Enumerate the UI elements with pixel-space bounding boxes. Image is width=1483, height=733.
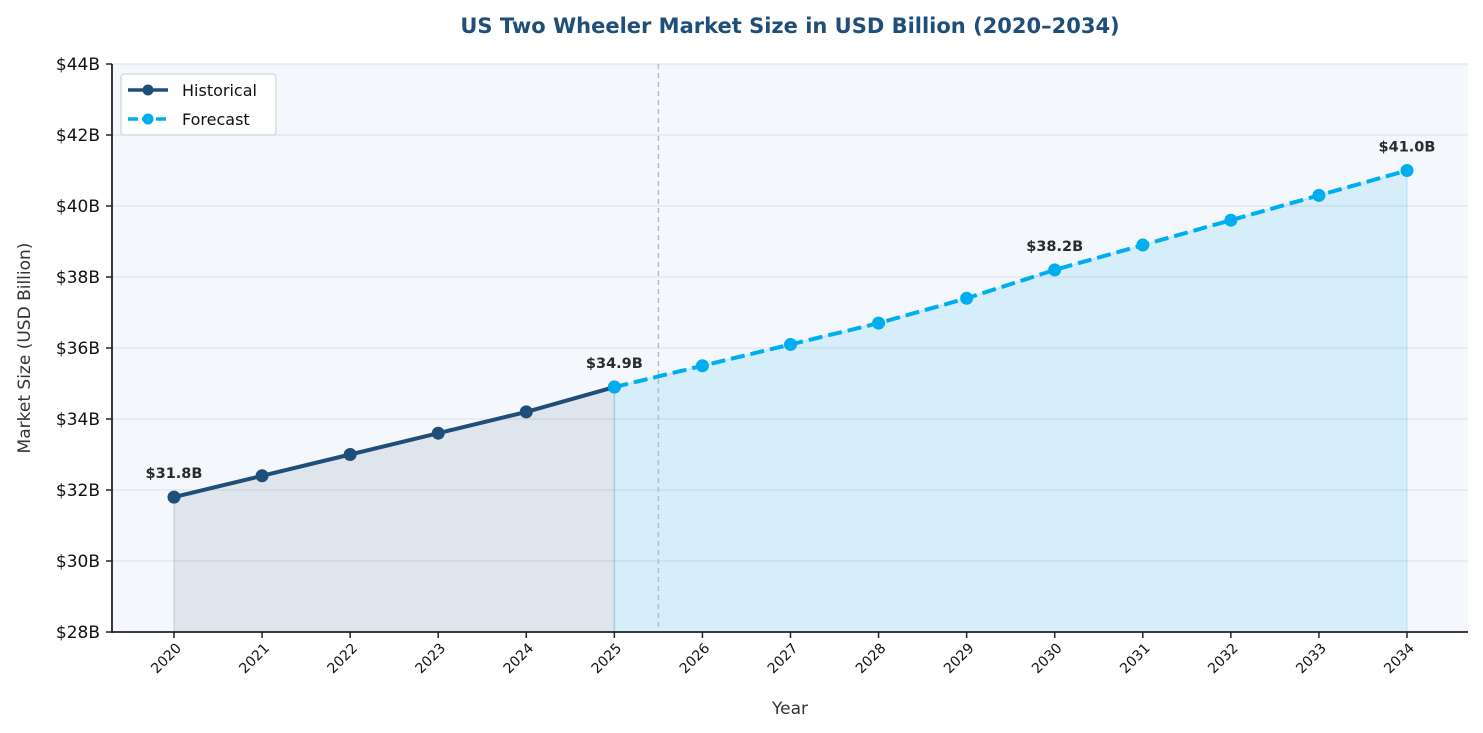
data-labels: $31.8B $34.9B $38.2B $41.0B — [146, 140, 1436, 483]
y-tick-label: $30B — [56, 552, 100, 572]
data-label-2030: $38.2B — [1026, 239, 1083, 255]
x-tick-label: 2023 — [413, 641, 450, 678]
data-point-forecast-2030 — [1048, 263, 1062, 277]
data-point-forecast-2032 — [1224, 213, 1238, 227]
series-line-forecast — [613, 168, 1408, 389]
data-point-historical-2024 — [519, 405, 533, 419]
legend-forecast-marker — [142, 113, 154, 125]
data-point-forecast-2027 — [784, 337, 797, 351]
legend: Historical Forecast — [120, 73, 277, 136]
x-tick-label: 2025 — [589, 641, 626, 678]
x-tick-label: 2033 — [1293, 641, 1330, 678]
legend-historical-label: Historical — [182, 81, 257, 100]
data-point-forecast-2031 — [1136, 238, 1150, 252]
x-tick-label: 2027 — [765, 641, 802, 678]
series-line-historical — [173, 385, 615, 500]
legend-forecast-label: Forecast — [182, 110, 250, 129]
data-label-2034: $41.0B — [1379, 140, 1436, 156]
y-axis-label: Market Size (USD Billion) — [15, 243, 35, 454]
data-point-forecast-2026 — [695, 359, 709, 373]
data-point-forecast-2029 — [960, 291, 974, 305]
x-tick-label: 2021 — [236, 641, 273, 678]
y-tick-label: $44B — [56, 55, 100, 75]
x-tick-label: 2024 — [501, 640, 538, 677]
x-tick-label: 2030 — [1029, 641, 1066, 678]
data-points — [167, 164, 1414, 504]
y-axis-ticks: $28B $30B $32B $34B $36B $38B $40B $42B $44B — [56, 55, 112, 643]
x-tick-label: 2032 — [1205, 641, 1242, 678]
data-label-2025: $34.9B — [586, 356, 643, 372]
x-axis-label: Year — [771, 699, 808, 719]
data-point-historical-2022 — [343, 448, 357, 461]
x-tick-label: 2020 — [148, 641, 185, 678]
x-tick-label: 2031 — [1117, 641, 1154, 678]
x-tick-label: 2028 — [853, 641, 890, 678]
data-point-historical-2023 — [431, 426, 445, 440]
y-tick-label: $36B — [56, 339, 100, 359]
legend-item-forecast: Forecast — [128, 110, 250, 129]
y-tick-label: $42B — [56, 126, 100, 146]
data-point-historical-2020 — [167, 490, 181, 504]
x-tick-label: 2022 — [324, 641, 361, 678]
chart-title: US Two Wheeler Market Size in USD Billio… — [460, 14, 1119, 38]
y-tick-label: $38B — [56, 268, 100, 288]
y-tick-label: $28B — [56, 623, 100, 643]
data-point-forecast-2028 — [872, 316, 886, 330]
y-tick-label: $32B — [56, 481, 100, 501]
x-axis-ticks: 2020 2021 2022 2023 2024 2025 2026 2027 2028 2029… — [148, 632, 1418, 677]
data-label-2020: $31.8B — [146, 466, 203, 482]
legend-historical-marker — [142, 84, 154, 96]
data-point-historical-2021 — [255, 469, 269, 483]
series-lines — [173, 168, 1408, 500]
y-tick-label: $40B — [56, 197, 100, 217]
y-tick-label: $34B — [56, 410, 100, 430]
data-point-forecast-2034 — [1400, 164, 1414, 177]
legend-item-historical: Historical — [128, 81, 257, 100]
x-tick-label: 2034 — [1381, 640, 1418, 677]
data-point-forecast-2025 — [607, 380, 621, 394]
x-tick-label: 2026 — [677, 640, 714, 677]
data-point-forecast-2033 — [1312, 188, 1326, 202]
x-tick-label: 2029 — [941, 641, 978, 678]
